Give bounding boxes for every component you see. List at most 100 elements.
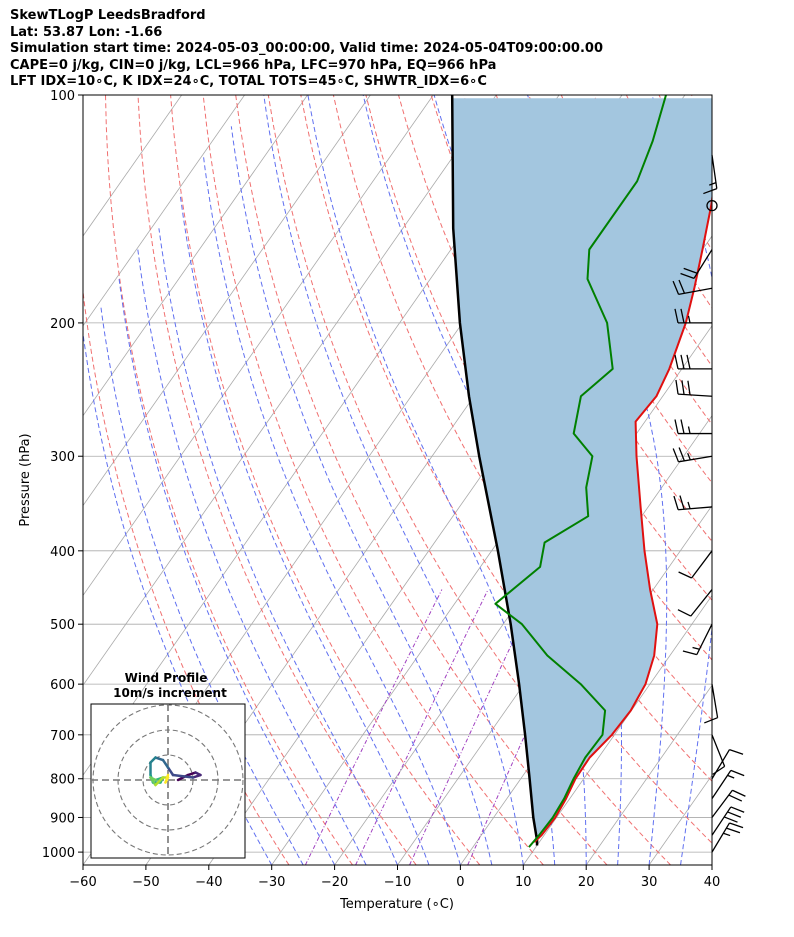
wind-barb-feather <box>680 272 695 279</box>
wind-barb-half-feather <box>709 182 717 186</box>
y-tick-label: 700 <box>50 729 75 744</box>
wind-barb-feather <box>674 354 679 370</box>
wind-barb-feather <box>687 380 691 396</box>
wind-barb-feather <box>681 380 685 395</box>
moist-adiabat-line <box>711 862 712 865</box>
wind-barb <box>677 589 713 617</box>
dry-adiabat-line <box>267 95 671 865</box>
y-tick-label: 300 <box>50 450 75 465</box>
wind-barb-feather <box>674 308 679 324</box>
hodograph-title: Wind Profile <box>125 671 208 685</box>
wind-barb <box>682 623 713 656</box>
wind-barb <box>711 734 726 775</box>
mixing-ratio-line <box>467 589 591 865</box>
title-stability: LFT IDX=10∘C, K IDX=24∘C, TOTAL TOTS=45∘… <box>10 74 487 90</box>
wind-barb-feather <box>704 717 718 724</box>
wind-barb-feather <box>679 495 685 510</box>
wind-barbs <box>672 154 746 853</box>
y-tick-label: 500 <box>50 618 75 633</box>
wind-barb <box>711 789 746 818</box>
mixing-ratio-line <box>355 589 489 865</box>
dry-adiabat-line <box>105 95 354 865</box>
mixing-ratio-line <box>409 589 538 865</box>
dry-adiabat-line <box>235 95 608 865</box>
wind-barb-feather <box>682 650 697 656</box>
y-tick-label: 200 <box>50 317 75 332</box>
wind-barb <box>672 447 713 463</box>
title-times: Simulation start time: 2024-05-03_00:00:… <box>10 41 603 57</box>
y-tick-label: 100 <box>50 89 75 104</box>
title-indices: CAPE=0 j/kg, CIN=0 j/kg, LCL=966 hPa, LF… <box>10 57 497 73</box>
x-tick-label: −30 <box>258 875 285 890</box>
wind-barb-feather <box>675 379 679 395</box>
wind-barb-half-feather <box>723 832 731 837</box>
wind-barb <box>673 495 713 511</box>
wind-barb-feather <box>674 419 679 434</box>
moist-adiabat-line <box>118 278 336 865</box>
wind-barb-feather <box>730 806 745 813</box>
hodograph-inset: Wind Profile 10m/s increment <box>90 671 246 859</box>
dewpoint-profile-line <box>494 95 667 848</box>
hodograph-plot <box>91 704 245 858</box>
isotherm-line <box>711 864 712 865</box>
wind-barb-feather <box>680 308 685 324</box>
wind-barb <box>678 550 713 579</box>
x-tick-label: −40 <box>195 875 222 890</box>
x-tick-label: 20 <box>578 875 595 890</box>
hodograph-segment <box>166 766 175 777</box>
wind-barb-feather <box>672 448 680 463</box>
moist-adiabat-line <box>100 305 304 865</box>
title-station: SkewTLogP LeedsBradford <box>10 8 206 23</box>
isotherm-line <box>585 684 712 865</box>
profiles-layer <box>450 95 712 848</box>
x-tick-label: −20 <box>321 875 348 890</box>
x-tick-label: 0 <box>456 875 464 890</box>
wind-barb-feather <box>732 789 746 797</box>
temperature-profile-line <box>533 192 712 843</box>
wind-barb-feather <box>726 827 741 834</box>
hodograph-subtitle: 10m/s increment <box>113 686 227 700</box>
wind-barb-feather <box>727 811 742 818</box>
hodograph-segment <box>171 773 195 779</box>
isotherm-line <box>83 95 308 417</box>
wind-barb-feather <box>678 279 686 294</box>
wind-barb <box>703 154 718 195</box>
hodograph-segment <box>154 776 165 787</box>
wind-barb-feather <box>672 280 680 295</box>
wind-barb-feather <box>729 748 744 755</box>
wind-barb-half-feather <box>692 646 700 650</box>
wind-barb-feather <box>728 794 743 802</box>
isotherm-line <box>83 95 371 507</box>
x-tick-label: 30 <box>641 875 658 890</box>
x-axis-label: Temperature (∘C) <box>339 897 454 912</box>
wind-barb-feather <box>730 769 745 777</box>
wind-barb-half-feather <box>687 452 691 461</box>
moist-adiabat-line <box>179 193 430 865</box>
x-tick-label: 10 <box>515 875 532 890</box>
wind-barb-shaft <box>711 734 726 767</box>
isotherm-line <box>83 95 245 327</box>
wind-barb <box>711 822 744 853</box>
wind-barb-feather <box>683 267 698 274</box>
wind-barb <box>711 806 745 836</box>
hodograph-segment <box>186 771 197 777</box>
dry-adiabat-line <box>789 95 794 865</box>
moist-adiabat-line <box>230 126 493 865</box>
x-tick-label: 40 <box>704 875 721 890</box>
isotherm-line <box>83 95 497 686</box>
dry-adiabat-line <box>202 95 544 865</box>
dry-adiabat-line <box>170 95 481 865</box>
x-tick-label: −10 <box>384 875 411 890</box>
wind-barb-feather <box>703 187 718 195</box>
wind-barb-feather <box>723 816 738 823</box>
dry-adiabat-line <box>724 95 794 865</box>
isotherm-line <box>83 95 434 597</box>
x-tick-label: −60 <box>69 875 96 890</box>
wind-barb <box>711 769 745 800</box>
wind-barb <box>674 419 712 435</box>
hodograph-segment <box>149 776 157 787</box>
calm-wind-circle <box>706 199 718 212</box>
cape-cin-shading <box>452 98 712 841</box>
y-tick-label: 900 <box>50 811 75 826</box>
